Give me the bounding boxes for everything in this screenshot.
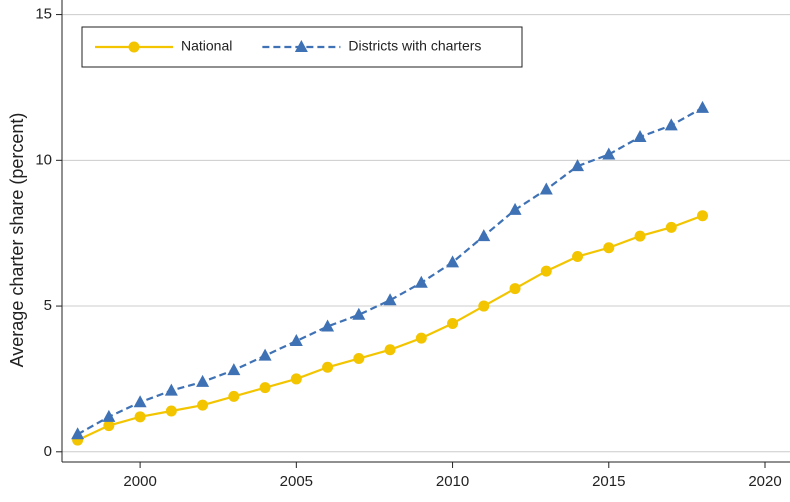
point	[415, 332, 427, 344]
point	[696, 100, 710, 113]
point	[103, 420, 115, 432]
y-axis-label: Average charter share (percent)	[7, 113, 27, 368]
point	[321, 319, 335, 332]
point	[446, 255, 460, 268]
legend-marker	[294, 40, 308, 52]
point	[447, 318, 459, 330]
point	[352, 307, 366, 320]
legend-label: National	[181, 38, 232, 54]
legend: National Districts with charters	[81, 26, 523, 68]
point	[665, 221, 677, 233]
point	[697, 210, 709, 222]
y-tick-label: 15	[35, 6, 52, 23]
point	[478, 300, 490, 312]
point	[102, 409, 116, 422]
point	[664, 118, 678, 131]
x-tick-label: 2015	[592, 473, 625, 490]
series-line	[77, 106, 704, 436]
point	[508, 202, 522, 215]
point	[383, 293, 397, 306]
point	[414, 275, 428, 288]
legend-marker	[128, 41, 140, 53]
point	[540, 265, 552, 277]
x-tick-label: 2000	[123, 473, 156, 490]
point	[134, 411, 146, 423]
point	[165, 405, 177, 417]
y-tick-label: 0	[44, 443, 52, 460]
point	[602, 147, 616, 160]
point	[603, 242, 615, 254]
point	[133, 395, 147, 408]
y-tick-label: 5	[44, 297, 52, 314]
point	[71, 427, 85, 440]
point	[289, 334, 303, 347]
point	[353, 353, 365, 365]
point	[197, 399, 209, 411]
point	[322, 361, 334, 373]
point	[539, 182, 553, 195]
point	[634, 230, 646, 242]
point	[258, 348, 272, 361]
point	[509, 283, 521, 295]
x-tick-label: 2020	[748, 473, 781, 490]
point	[633, 129, 647, 142]
point	[196, 374, 210, 387]
point	[571, 159, 585, 172]
x-tick-label: 2005	[280, 473, 313, 490]
point	[384, 344, 396, 356]
point	[164, 383, 178, 396]
point	[477, 229, 491, 242]
point	[259, 382, 271, 394]
point	[227, 363, 241, 376]
point	[572, 251, 584, 263]
y-tick-label: 10	[35, 151, 52, 168]
x-tick-label: 2010	[436, 473, 469, 490]
point	[228, 390, 240, 402]
point	[290, 373, 302, 385]
legend-label: Districts with charters	[348, 38, 481, 54]
